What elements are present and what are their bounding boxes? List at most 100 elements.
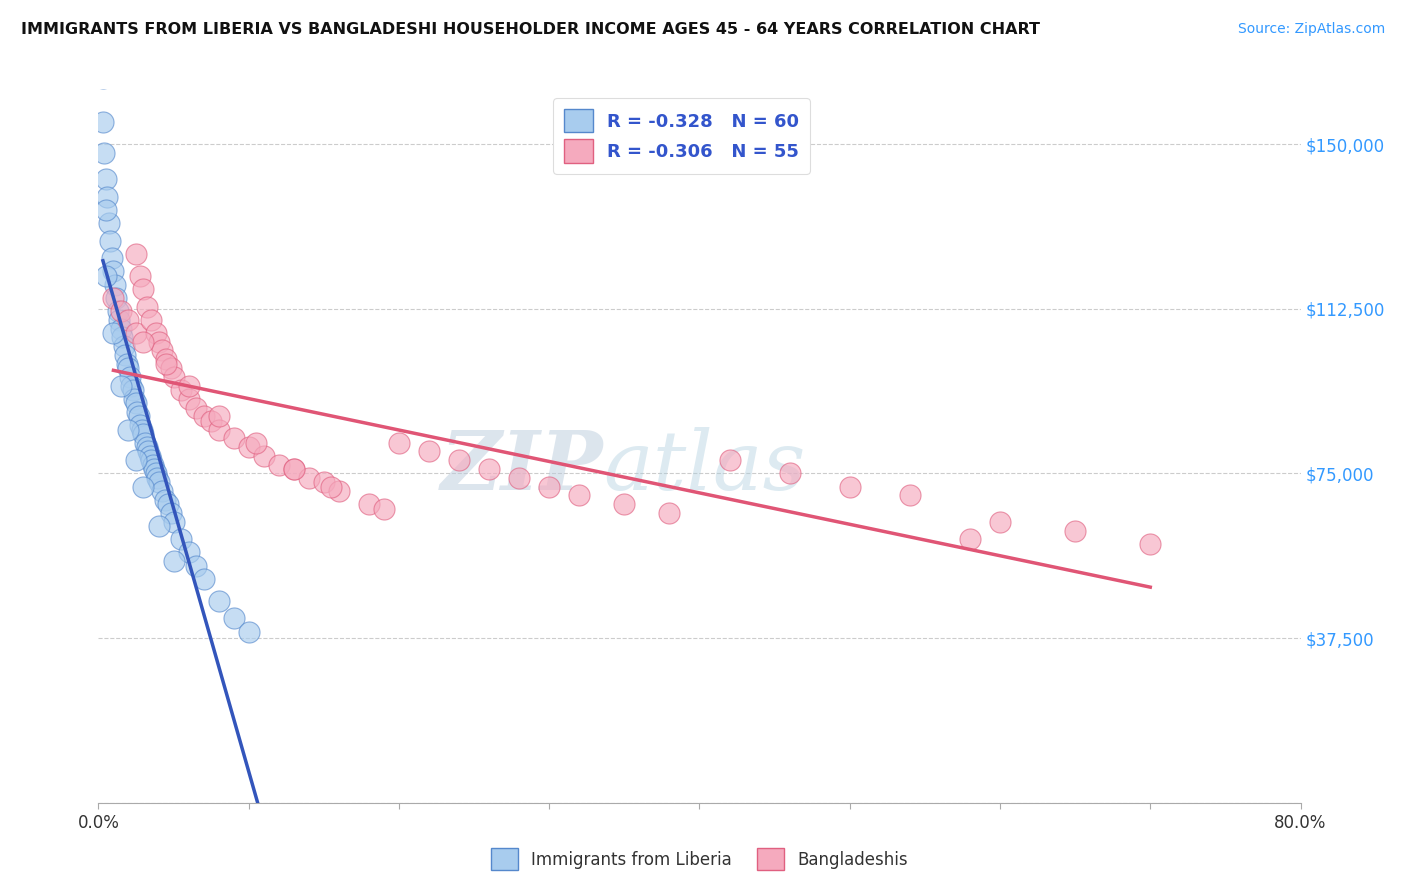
Point <box>135 440 157 454</box>
Point <box>150 343 173 358</box>
Point <box>959 533 981 547</box>
Point <box>125 396 148 410</box>
Point <box>128 409 150 424</box>
Point <box>898 488 921 502</box>
Point <box>94 172 117 186</box>
Point <box>162 369 184 384</box>
Point <box>238 440 260 454</box>
Point <box>143 462 166 476</box>
Text: atlas: atlas <box>603 427 806 508</box>
Point <box>136 444 159 458</box>
Point <box>132 334 155 349</box>
Point <box>208 594 231 608</box>
Point <box>159 506 181 520</box>
Point <box>135 300 157 314</box>
Point <box>110 321 132 335</box>
Point <box>222 431 245 445</box>
Point <box>208 423 231 437</box>
Point <box>253 449 276 463</box>
Point <box>117 423 139 437</box>
Point <box>388 435 411 450</box>
Point <box>91 115 114 129</box>
Point <box>118 369 141 384</box>
Point <box>1064 524 1087 538</box>
Point <box>103 326 125 340</box>
Point <box>283 462 305 476</box>
Point <box>447 453 470 467</box>
Point <box>101 252 124 266</box>
Point <box>145 467 167 481</box>
Point <box>177 378 200 392</box>
Point <box>132 282 155 296</box>
Point <box>718 453 741 467</box>
Point <box>139 312 162 326</box>
Point <box>156 497 179 511</box>
Point <box>117 312 139 326</box>
Point <box>134 435 156 450</box>
Point <box>145 326 167 340</box>
Point <box>94 202 117 217</box>
Point <box>177 392 200 406</box>
Point <box>129 418 152 433</box>
Point <box>200 414 222 428</box>
Point <box>122 383 145 397</box>
Legend: Immigrants from Liberia, Bangladeshis: Immigrants from Liberia, Bangladeshis <box>485 842 914 877</box>
Point <box>779 467 801 481</box>
Point <box>148 519 170 533</box>
Point <box>328 483 350 498</box>
Point <box>129 268 152 283</box>
Point <box>150 483 173 498</box>
Point <box>110 304 132 318</box>
Point <box>1139 537 1161 551</box>
Point <box>104 277 127 292</box>
Point <box>115 357 138 371</box>
Point <box>613 497 636 511</box>
Point <box>112 339 135 353</box>
Point <box>141 458 163 472</box>
Point <box>838 480 860 494</box>
Point <box>138 449 160 463</box>
Point <box>208 409 231 424</box>
Point <box>131 423 153 437</box>
Point <box>418 444 440 458</box>
Point <box>139 453 162 467</box>
Point <box>94 268 117 283</box>
Point <box>267 458 290 472</box>
Point <box>658 506 681 520</box>
Point <box>184 401 207 415</box>
Point <box>312 475 335 490</box>
Point <box>146 471 169 485</box>
Point <box>103 291 125 305</box>
Point <box>108 312 131 326</box>
Point <box>110 378 132 392</box>
Point <box>155 357 177 371</box>
Point <box>283 462 305 476</box>
Point <box>298 471 321 485</box>
Text: Source: ZipAtlas.com: Source: ZipAtlas.com <box>1237 22 1385 37</box>
Point <box>170 383 193 397</box>
Point <box>111 330 134 344</box>
Point <box>125 453 148 467</box>
Text: IMMIGRANTS FROM LIBERIA VS BANGLADESHI HOUSEHOLDER INCOME AGES 45 - 64 YEARS COR: IMMIGRANTS FROM LIBERIA VS BANGLADESHI H… <box>21 22 1040 37</box>
Point <box>988 515 1011 529</box>
Point <box>107 304 129 318</box>
Point <box>245 435 267 450</box>
Point <box>148 334 170 349</box>
Point <box>222 611 245 625</box>
Point <box>193 572 215 586</box>
Point <box>238 624 260 639</box>
Point <box>159 361 181 376</box>
Point <box>124 392 146 406</box>
Point <box>357 497 380 511</box>
Point <box>153 492 176 507</box>
Point <box>91 71 114 86</box>
Text: ZIP: ZIP <box>440 427 603 508</box>
Point <box>148 475 170 490</box>
Point <box>93 145 115 160</box>
Point <box>117 361 139 376</box>
Point <box>100 234 122 248</box>
Point <box>103 264 125 278</box>
Point <box>373 501 395 516</box>
Point <box>177 545 200 559</box>
Point <box>170 533 193 547</box>
